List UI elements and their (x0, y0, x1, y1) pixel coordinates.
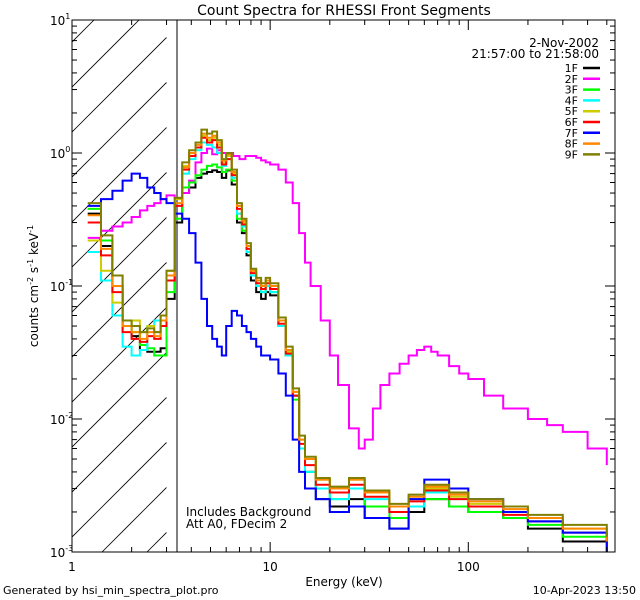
time-range-label: 21:57:00 to 21:58:00 (472, 47, 599, 61)
legend-label-7f: 7F (565, 127, 578, 140)
x-tick-label: 1 (68, 560, 76, 574)
y-tick-label: 10-2 (50, 411, 73, 427)
hatch-line (72, 306, 167, 403)
legend-label-6f: 6F (565, 116, 578, 129)
legend-label-5f: 5F (565, 105, 578, 118)
hatch-line (0, 0, 117, 552)
chart-title: Count Spectra for RHESSI Front Segments (197, 3, 491, 19)
x-tick-label: 10 (263, 560, 278, 574)
y-axis: 10-3 10-2 10-1 100 101 (50, 12, 615, 560)
legend-label-8f: 8F (565, 138, 578, 151)
hatch-line (237, 0, 640, 552)
x-tick-label: 100 (457, 560, 480, 574)
hatch-line (462, 0, 640, 552)
series-line-2f (87, 147, 608, 466)
y-tick-label: 10-1 (50, 278, 73, 294)
hatch-line (72, 216, 167, 313)
annotation-attenuator: Att A0, FDecim 2 (186, 517, 287, 531)
footer-generator: Generated by hsi_min_spectra_plot.pro (3, 584, 219, 597)
series-layer (87, 128, 608, 552)
hatch-line (282, 0, 640, 552)
legend-label-1f: 1F (565, 62, 578, 75)
excluded-region (0, 0, 640, 552)
hatch-line (372, 0, 640, 552)
date-label: 2-Nov-2002 (529, 36, 599, 50)
series-line-1f (87, 169, 608, 552)
legend-label-2f: 2F (565, 73, 578, 86)
hatch-line (72, 36, 167, 133)
legend-label-4f: 4F (565, 94, 578, 107)
series-line-7f (87, 172, 608, 552)
plot-frame (71, 19, 616, 553)
y-tick-label: 10-3 (50, 544, 73, 560)
hatch-line (72, 20, 95, 43)
hatch-line (72, 441, 167, 538)
y-axis-label: counts cm-2 s-1 keV-1 (26, 225, 41, 347)
y-tick-label: 101 (50, 12, 70, 28)
annotation-background: Includes Background (186, 505, 311, 519)
hatch-line (72, 20, 140, 88)
legend-label-3f: 3F (565, 84, 578, 97)
series-line-9f (87, 128, 608, 537)
hatch-line (417, 0, 640, 552)
x-axis-label: Energy (keV) (305, 575, 382, 589)
x-axis: 1 10 100 (68, 20, 608, 574)
hatch-line (101, 486, 167, 552)
hatch-line (72, 351, 167, 448)
hatch-line (72, 396, 167, 493)
y-tick-label: 100 (50, 145, 70, 161)
legend-label-9f: 9F (565, 148, 578, 161)
hatch-line (597, 0, 640, 552)
hatch-line (327, 0, 640, 552)
hatch-line (72, 171, 167, 268)
footer-timestamp: 10-Apr-2023 13:50 (533, 584, 636, 597)
